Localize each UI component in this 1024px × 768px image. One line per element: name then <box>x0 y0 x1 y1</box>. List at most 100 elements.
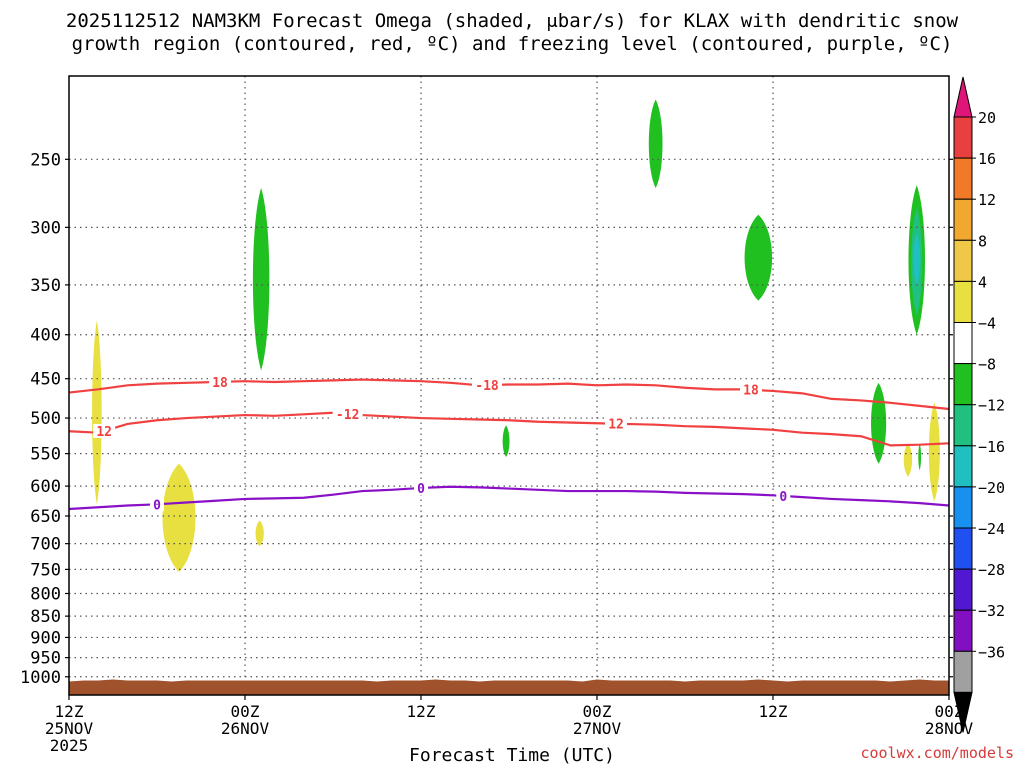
chart-title-line-2: growth region (contoured, red, ºC) and f… <box>71 33 953 55</box>
contour-label--12-0: 12 <box>96 425 112 440</box>
omega-region-2 <box>255 520 264 547</box>
plot-frame <box>68 75 950 696</box>
colorbar-swatch-3 <box>953 239 973 282</box>
omega-region-5 <box>252 188 270 371</box>
colorbar-swatch-12 <box>953 609 973 652</box>
contour-label--18-0: 18 <box>212 376 228 391</box>
x-tick-label-24-0: 12Z <box>407 702 436 721</box>
contour-label--12-2: 12 <box>608 418 624 433</box>
colorbar-label-0: 20 <box>978 109 996 127</box>
contour-label-bg <box>209 374 232 389</box>
x-tick-label-0-0: 12Z <box>55 702 84 721</box>
y-tick-label-450: 450 <box>30 370 61 390</box>
y-tick-label-350: 350 <box>30 276 61 296</box>
y-tick-label-700: 700 <box>30 535 61 555</box>
y-tick-label-1000: 1000 <box>20 668 61 688</box>
omega-region-1 <box>162 463 196 572</box>
x-tick-label-36-0: 00Z <box>583 702 612 721</box>
omega-region-8 <box>744 214 773 301</box>
omega-region-0 <box>92 320 102 505</box>
colorbar-label-1: 16 <box>978 150 996 168</box>
y-tick-label-250: 250 <box>30 150 61 170</box>
contour-label-0-0: 0 <box>153 498 161 513</box>
y-tick-label-650: 650 <box>30 507 61 527</box>
grid-layer <box>69 76 949 695</box>
colorbar-label-4: 4 <box>978 273 987 291</box>
x-tick-label-12-1: 26NOV <box>221 719 270 738</box>
colorbar-label-10: −24 <box>978 520 1005 538</box>
colorbar-label-9: −20 <box>978 479 1005 497</box>
axes-layer: 2503003504004505005506006507007508008509… <box>20 75 974 755</box>
colorbar-label-7: −12 <box>978 397 1005 415</box>
colorbar-top-arrow <box>953 76 973 118</box>
omega-region-10 <box>918 443 922 471</box>
y-tick-label-850: 850 <box>30 607 61 627</box>
contour-label-bg <box>150 497 164 512</box>
x-tick-label-60-1: 28NOV <box>925 719 974 738</box>
contour-label-bg <box>740 382 762 397</box>
contour-label-bg <box>472 378 502 393</box>
colorbar-swatch-4 <box>953 280 973 323</box>
colorbar-swatch-1 <box>953 157 973 200</box>
y-tick-label-400: 400 <box>30 326 61 346</box>
x-tick-label-0-2: 2025 <box>50 736 89 755</box>
x-tick-label-60-0: 00Z <box>935 702 964 721</box>
contour-label--18-1: -18 <box>475 379 499 394</box>
contour-freezing-0 <box>68 485 950 511</box>
contour-label--18-2: 18 <box>743 384 759 399</box>
contour-dendritic--18 <box>68 378 950 411</box>
x-tick-label-48-0: 12Z <box>759 702 788 721</box>
colorbar-label-13: −36 <box>978 643 1005 661</box>
y-tick-label-550: 550 <box>30 445 61 465</box>
colorbar-label-5: −4 <box>978 315 996 333</box>
colorbar-label-11: −28 <box>978 561 1005 579</box>
colorbar-swatch-13 <box>953 650 973 693</box>
contour-label-bg <box>93 423 116 438</box>
contour-layer: 18 -18 18 12 -12 12 0 0 0 <box>68 374 950 513</box>
colorbar: 20 16 12 8 4 −4 −8 −12 −16 −20 −24 −28 −32 −36 <box>953 76 1005 733</box>
x-axis-label: Forecast Time (UTC) <box>409 745 615 766</box>
x-tick-label-12-0: 00Z <box>231 702 260 721</box>
colorbar-swatch-7 <box>953 404 973 447</box>
colorbar-swatch-9 <box>953 486 973 529</box>
y-tick-label-500: 500 <box>30 409 61 429</box>
chart-title-line-1: 2025112512 NAM3KM Forecast Omega (shaded… <box>65 10 959 32</box>
contour-label-bg <box>332 406 363 421</box>
x-tick-label-36-1: 27NOV <box>573 719 622 738</box>
contour-label-0-2: 0 <box>779 490 787 505</box>
colorbar-swatch-2 <box>953 198 973 241</box>
colorbar-swatch-8 <box>953 445 973 488</box>
omega-region-7 <box>648 99 663 189</box>
omega-region-9 <box>871 382 887 464</box>
y-tick-label-900: 900 <box>30 628 61 648</box>
colorbar-label-8: −16 <box>978 438 1005 456</box>
contour-label--12-1: -12 <box>336 408 359 423</box>
y-tick-label-750: 750 <box>30 560 61 580</box>
colorbar-swatch-10 <box>953 527 973 570</box>
contour-label-0-1: 0 <box>417 482 425 497</box>
y-tick-label-600: 600 <box>30 477 61 497</box>
x-tick-label-0-1: 25NOV <box>45 719 94 738</box>
colorbar-swatch-0 <box>953 116 973 159</box>
contour-label-bg <box>776 488 791 503</box>
y-tick-label-300: 300 <box>30 218 61 238</box>
colorbar-swatch-11 <box>953 568 973 611</box>
y-tick-label-950: 950 <box>30 649 61 669</box>
colorbar-label-12: −32 <box>978 602 1005 620</box>
colorbar-label-2: 12 <box>978 191 996 209</box>
colorbar-swatch-5 <box>953 322 973 365</box>
terrain-layer <box>69 679 949 695</box>
omega-region-13 <box>913 233 921 285</box>
omega-shading-layer <box>92 99 940 572</box>
omega-region-3 <box>903 443 913 477</box>
y-tick-label-800: 800 <box>30 584 61 604</box>
colorbar-label-6: −8 <box>978 356 996 374</box>
omega-region-6 <box>502 425 510 457</box>
colorbar-swatch-6 <box>953 363 973 406</box>
omega-region-4 <box>928 402 940 502</box>
site-credit[interactable]: coolwx.com/models <box>860 744 1014 762</box>
colorbar-label-3: 8 <box>978 232 987 250</box>
contour-label-bg <box>605 416 628 431</box>
contour-label-bg <box>414 480 428 495</box>
